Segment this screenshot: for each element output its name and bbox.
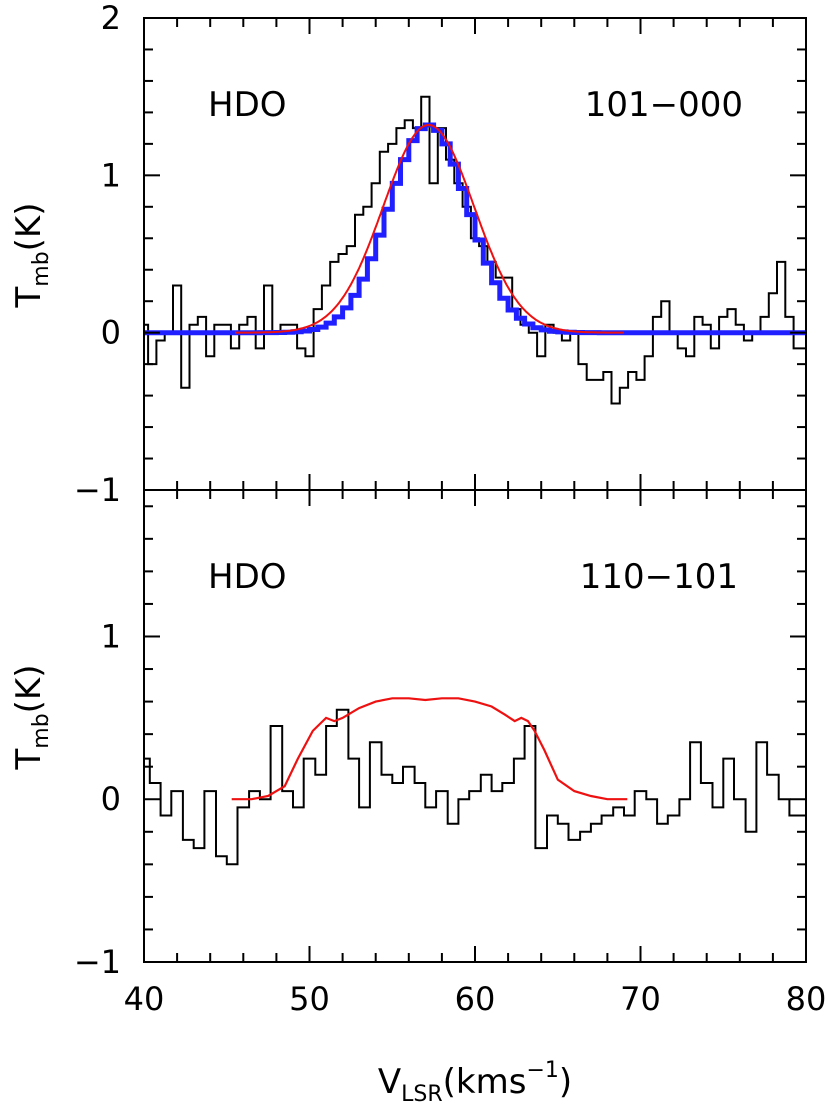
observed-spectrum-line <box>144 708 806 866</box>
y-tick-label: 0 <box>101 314 121 352</box>
top-panel: 2 1 0 −1 HDO 101−000 Tmb(K) <box>9 0 807 509</box>
y-tick-label: 1 <box>101 617 121 655</box>
y-tick-label: −1 <box>74 471 121 509</box>
y-tick-label: 2 <box>101 0 121 37</box>
top-transition-label: 101−000 <box>585 85 743 125</box>
bottom-transition-label: 110−101 <box>580 557 738 597</box>
x-tick-label: 70 <box>620 980 661 1018</box>
x-tick-label: 50 <box>289 980 330 1018</box>
top-y-axis-title: Tmb(K) <box>9 202 54 308</box>
top-species-label: HDO <box>208 85 287 125</box>
bottom-species-label: HDO <box>208 557 287 597</box>
x-tick-label: 40 <box>124 980 165 1018</box>
x-tick-label: 80 <box>786 980 827 1018</box>
bottom-plot-frame <box>143 489 807 963</box>
gaussian-fit-line <box>235 123 624 334</box>
y-tick-label: −1 <box>74 943 121 981</box>
x-tick-label: 60 <box>455 980 496 1018</box>
bottom-panel: 1 0 −1 40 50 60 70 80 HDO 110−101 Tmb(K) VLSR(… <box>9 489 827 1107</box>
observed-spectrum-line <box>144 95 806 405</box>
x-axis-title: VLSR(kms−1) <box>378 1058 572 1107</box>
bottom-y-axis-title: Tmb(K) <box>9 664 54 770</box>
y-tick-label: 0 <box>101 780 121 818</box>
model-fit-line <box>231 697 628 801</box>
y-tick-label: 1 <box>101 156 121 194</box>
